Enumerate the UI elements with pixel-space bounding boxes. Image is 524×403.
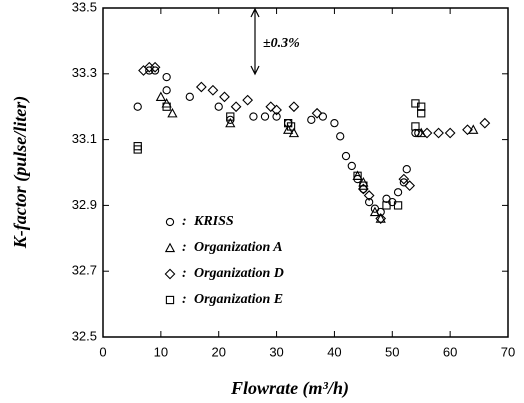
point xyxy=(347,161,356,171)
y-tick-label: 32.7 xyxy=(72,263,97,278)
point xyxy=(133,102,142,111)
point xyxy=(225,117,236,128)
y-tick-label: 32.9 xyxy=(72,197,97,212)
legend-marker xyxy=(164,268,176,280)
point xyxy=(417,102,426,111)
plot-frame xyxy=(102,7,509,338)
legend-label: Organization A xyxy=(194,240,283,255)
x-tick-label: 20 xyxy=(211,344,225,359)
point xyxy=(375,213,386,223)
point xyxy=(155,91,166,101)
point xyxy=(272,112,281,121)
point xyxy=(336,132,345,141)
point xyxy=(283,124,294,134)
point xyxy=(242,94,254,106)
x-tick-label: 50 xyxy=(385,344,399,359)
point xyxy=(479,117,491,129)
point xyxy=(393,188,403,197)
point xyxy=(288,127,300,138)
point xyxy=(363,190,375,201)
point xyxy=(341,151,351,161)
y-axis-label: K-factor (pulse/liter) xyxy=(10,96,31,249)
point xyxy=(195,81,207,93)
point xyxy=(286,122,296,131)
y-tick-label: 33.5 xyxy=(72,0,97,14)
point xyxy=(162,86,171,95)
point xyxy=(288,101,300,113)
legend-marker xyxy=(165,217,175,227)
x-tick-label: 30 xyxy=(269,344,283,359)
point xyxy=(311,107,323,119)
point xyxy=(145,66,154,75)
point xyxy=(149,61,161,73)
point xyxy=(417,109,426,118)
point xyxy=(421,127,433,139)
x-axis-label: Flowrate (m³/h) xyxy=(230,378,349,399)
legend-marker xyxy=(165,295,175,305)
point xyxy=(214,102,223,111)
x-tick-label: 0 xyxy=(99,344,106,359)
point xyxy=(307,115,316,125)
legend-separator: : xyxy=(182,214,187,229)
point xyxy=(207,84,219,96)
point xyxy=(375,213,387,224)
legend-separator: : xyxy=(182,266,187,281)
point xyxy=(364,197,374,207)
point xyxy=(162,72,171,82)
y-tick-label: 33.3 xyxy=(72,65,97,80)
point xyxy=(271,104,282,116)
point xyxy=(393,201,403,210)
x-tick-label: 60 xyxy=(443,344,457,359)
legend-label: Organization D xyxy=(194,266,284,281)
legend-label: Organization E xyxy=(194,292,283,307)
point xyxy=(219,91,230,103)
point xyxy=(353,171,362,180)
point xyxy=(260,112,270,121)
point xyxy=(330,119,339,128)
point xyxy=(150,66,160,75)
y-tick-label: 32.5 xyxy=(72,328,97,343)
y-tick-label: 33.1 xyxy=(72,131,97,146)
point xyxy=(318,112,328,121)
point xyxy=(265,101,277,113)
point xyxy=(404,180,416,192)
point xyxy=(433,127,444,139)
point xyxy=(230,101,242,113)
point xyxy=(444,127,456,139)
point xyxy=(226,112,235,121)
x-tick-label: 40 xyxy=(327,344,341,359)
point xyxy=(167,107,178,118)
point xyxy=(402,165,411,174)
point xyxy=(411,122,420,131)
x-tick-label: 70 xyxy=(501,344,515,359)
point xyxy=(369,206,381,217)
point xyxy=(162,102,171,111)
legend-separator: : xyxy=(182,240,187,255)
arrow-heads xyxy=(250,7,260,76)
legend-separator: : xyxy=(182,292,187,307)
annotation: ±0.3% xyxy=(263,36,300,51)
x-tick-label: 10 xyxy=(154,344,168,359)
point xyxy=(399,178,409,187)
point xyxy=(462,124,473,136)
point xyxy=(133,145,142,154)
point xyxy=(398,173,410,185)
point xyxy=(185,92,194,101)
point xyxy=(249,112,258,121)
legend-marker xyxy=(164,242,176,253)
legend-label: KRISS xyxy=(193,214,234,229)
point xyxy=(359,181,368,190)
point xyxy=(382,201,391,210)
